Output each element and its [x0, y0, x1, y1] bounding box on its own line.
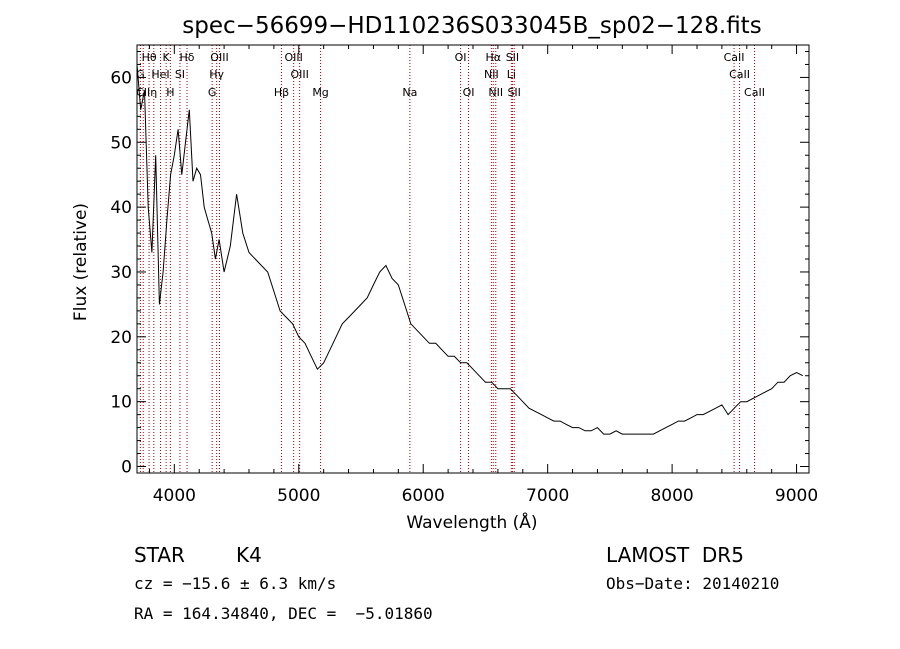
chart-title: spec−56699−HD110236S033045B_sp02−128.fit…	[182, 13, 761, 39]
y-tick-label: 40	[110, 198, 132, 218]
y-tick-label: 0	[121, 458, 132, 478]
spectral-line-label: OIII	[210, 51, 228, 64]
spectral-line-label: Li	[507, 68, 516, 81]
spectral-line-label: η	[150, 86, 157, 99]
spectrum-line	[136, 64, 804, 435]
spectral-line-label: NII	[488, 86, 503, 99]
subclass: K4	[236, 543, 262, 567]
spectral-line-label: K	[163, 51, 171, 64]
spectral-line-label: SII	[507, 86, 520, 99]
spectral-line-label: NII	[484, 68, 499, 81]
spectral-line-label: Mg	[312, 86, 328, 99]
spectral-line-label: HeI	[151, 68, 169, 81]
plot-frame	[136, 44, 810, 474]
spectral-line-label: SII	[506, 51, 519, 64]
y-tick-label: 50	[110, 133, 132, 153]
y-tick-label: 10	[110, 393, 132, 413]
spectral-line-label: Hθ	[142, 51, 157, 64]
x-tick-label: 8000	[650, 486, 693, 506]
object-type: STAR	[134, 543, 185, 567]
spectral-line-label: OIII	[290, 68, 308, 81]
y-tick-label: 30	[110, 263, 132, 283]
spectral-line-labels: Hθ K Hδ OIII OIII OI Hα SII CaII G HeI SI Hγ OIII Na NI…	[136, 51, 765, 99]
survey-name: LAMOST DR5	[606, 543, 744, 567]
spectral-line-label: CaII	[724, 51, 745, 64]
spectral-line-label: Na	[402, 86, 417, 99]
x-axis-ticks: 4000 5000 6000 7000 8000 9000	[148, 45, 818, 506]
spectral-line-label: Hβ	[274, 86, 289, 99]
spectral-line-label: CaII	[744, 86, 765, 99]
x-tick-label: 4000	[153, 486, 196, 506]
spectral-line-label: CaII	[729, 68, 750, 81]
spectral-line-label: G	[136, 68, 145, 81]
x-tick-label: 7000	[526, 486, 569, 506]
obs-date: Obs−Date: 20140210	[606, 574, 779, 593]
ra-dec: RA = 164.34840, DEC = −5.01860	[134, 604, 433, 623]
x-tick-label: 5000	[277, 486, 320, 506]
spectral-line-label: G	[208, 86, 217, 99]
spectral-line-label: Hδ	[180, 51, 195, 64]
x-axis-label: Wavelength (Å)	[406, 511, 537, 533]
spectral-line-label: SI	[175, 68, 185, 81]
spectral-line-label: Hγ	[209, 68, 224, 81]
y-tick-label: 60	[110, 68, 132, 88]
redshift-cz: cz = −15.6 ± 6.3 km/s	[134, 574, 336, 593]
x-tick-label: 9000	[775, 486, 818, 506]
spectral-line-label: Hα	[486, 51, 502, 64]
x-tick-label: 6000	[402, 486, 445, 506]
spectral-line-markers	[139, 45, 755, 473]
spectral-line-label: OIII	[284, 51, 302, 64]
y-tick-label: 20	[110, 328, 132, 348]
spectral-line-label: H	[166, 86, 174, 99]
y-axis-ticks: 0 10 20 30 40 50 60	[110, 50, 809, 478]
spectral-line-label: OI	[455, 51, 467, 64]
y-axis-label: Flux (relative)	[71, 203, 91, 321]
spectral-line-label: OI	[463, 86, 475, 99]
